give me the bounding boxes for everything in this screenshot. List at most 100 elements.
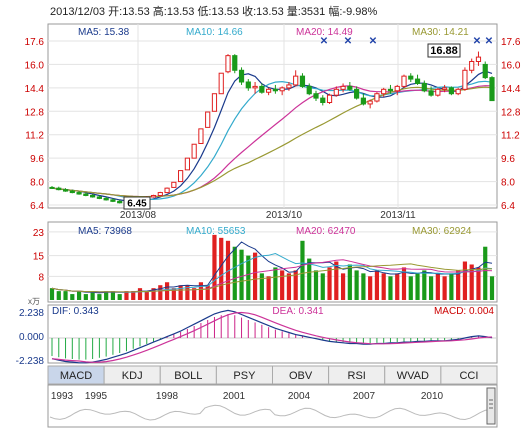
tab-label: KDJ xyxy=(122,370,143,382)
tab-kdj[interactable]: KDJ xyxy=(103,365,161,385)
price-y-tick-left: 9.6 xyxy=(30,154,44,165)
candle-body xyxy=(62,189,69,192)
candle xyxy=(211,93,218,112)
volume-bar xyxy=(185,285,190,300)
event-marker-icon: ✕ xyxy=(369,36,377,47)
candle xyxy=(489,76,495,102)
volume-bar xyxy=(293,270,298,300)
macd-lines xyxy=(51,309,493,364)
candle xyxy=(83,192,89,197)
volume-bar xyxy=(83,294,88,300)
macd-y-axis: 2.238 0.000 -2.238 xyxy=(16,308,45,367)
change-value: -9.98% xyxy=(342,6,378,18)
candle xyxy=(320,95,326,106)
candle xyxy=(367,99,373,109)
tab-rsi[interactable]: RSI xyxy=(328,365,386,385)
candle xyxy=(394,84,400,96)
macd-y-tick: 0.000 xyxy=(19,332,44,343)
volume-bar xyxy=(90,291,95,300)
macd-panel-frame xyxy=(47,304,498,364)
tab-psy[interactable]: PSY xyxy=(215,365,273,385)
candle-body xyxy=(469,61,475,71)
price-ma-legend-item: MA30: 14.21 xyxy=(412,27,469,38)
candle-body xyxy=(293,75,299,86)
candle-body xyxy=(205,111,211,128)
tab-cci[interactable]: CCI xyxy=(440,365,498,385)
price-y-tick-left: 8.0 xyxy=(30,178,44,189)
candle-body xyxy=(313,93,319,99)
candle xyxy=(326,93,333,104)
timeline-navigator: 1993 1995 1998 2001 2004 2007 2010 xyxy=(47,384,498,428)
candle-body xyxy=(442,87,448,90)
timeline-handle-bar[interactable] xyxy=(486,387,496,425)
candle-body xyxy=(299,75,306,87)
price-y-axis-left: 17.6 16.0 14.4 12.8 11.2 9.6 8.0 6.4 xyxy=(25,37,45,212)
candle xyxy=(360,93,366,106)
candle-body xyxy=(245,81,251,89)
volume-bar xyxy=(76,291,82,300)
timeline-year-label: 2010 xyxy=(421,391,444,402)
candle xyxy=(76,191,82,195)
volume-bar xyxy=(212,234,217,300)
candle xyxy=(198,128,204,145)
price-y-tick-right: 6.4 xyxy=(501,201,515,212)
open-label: 开: xyxy=(108,6,123,18)
candle-body xyxy=(354,88,360,99)
candle xyxy=(408,73,414,82)
volume-bar xyxy=(483,246,488,300)
volume-bar xyxy=(469,264,474,300)
candle-body xyxy=(367,100,373,105)
tab-obv[interactable]: OBV xyxy=(272,365,330,385)
candle xyxy=(171,181,177,188)
candle-body xyxy=(414,78,421,84)
timeline-handle[interactable] xyxy=(486,387,496,425)
candle xyxy=(218,72,224,95)
price-y-tick-left: 17.6 xyxy=(25,37,45,48)
price-y-tick-right: 12.8 xyxy=(501,107,521,118)
volume-bar xyxy=(266,276,271,300)
volume-bar xyxy=(300,240,305,300)
volume-bar xyxy=(456,270,461,300)
candle-body xyxy=(117,200,123,204)
tab-background[interactable] xyxy=(440,365,498,385)
candle-body xyxy=(387,88,394,92)
candle-body xyxy=(218,72,224,95)
volume-bar xyxy=(347,264,352,300)
volume-bars xyxy=(49,234,495,300)
candle xyxy=(272,84,278,94)
candle xyxy=(462,67,468,91)
volume-bar xyxy=(198,282,204,300)
candle-body xyxy=(238,69,245,83)
candle-body xyxy=(326,94,333,104)
volume-panel: MA5: 73968 MA10: 55653 MA20: 62470 MA30: 62… xyxy=(28,221,498,306)
candle xyxy=(245,79,251,91)
price-y-tick-right: 9.6 xyxy=(501,154,515,165)
candle xyxy=(387,84,394,94)
volume-bar xyxy=(246,255,251,300)
candle-body xyxy=(360,97,366,105)
macd-label: MACD: 0.004 xyxy=(434,306,494,317)
high-label: 高: xyxy=(152,6,167,18)
price-panel: 17.6 16.0 14.4 12.8 11.2 9.6 8.0 6.4 17.6 16.0 14… xyxy=(25,23,521,221)
tab-boll[interactable]: BOLL xyxy=(159,365,217,385)
tab-macd[interactable]: MACD xyxy=(47,365,105,385)
tab-wvad[interactable]: WVAD xyxy=(384,365,442,385)
volume-bar xyxy=(117,294,122,300)
volume-bar xyxy=(334,261,339,300)
volume-bar xyxy=(435,273,440,300)
candle xyxy=(428,86,434,97)
candle xyxy=(313,90,319,102)
dif-line xyxy=(51,309,493,364)
candle xyxy=(286,82,292,91)
timeline-year-label: 2001 xyxy=(223,391,246,402)
volume-bar xyxy=(219,237,224,300)
ma-line-30 xyxy=(51,86,493,198)
tab-label: OBV xyxy=(289,370,313,382)
volume-y-axis: 23 15 8 xyxy=(33,228,45,283)
candle xyxy=(150,194,157,198)
candle-body xyxy=(191,143,197,159)
candle xyxy=(238,67,245,85)
volume-bar xyxy=(273,267,278,300)
candle-body xyxy=(306,85,312,95)
